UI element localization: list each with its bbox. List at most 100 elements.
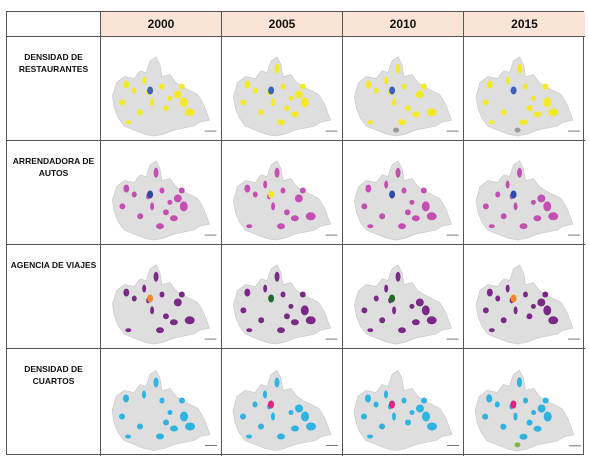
municipality-highlight [153,167,159,178]
map-restaurantes-2000 [101,37,222,141]
municipality-highlight [280,83,286,90]
header-corner [7,12,101,37]
municipality-highlight [533,425,542,432]
map-outline [353,370,453,451]
municipality-highlight [156,433,164,440]
municipality-highlight [274,377,280,388]
municipality-highlight [263,390,267,399]
municipality-highlight [543,411,552,422]
municipality-highlight [384,284,389,293]
state-map [475,56,580,137]
state-map [233,56,338,137]
municipality-highlight [426,108,437,117]
municipality-highlight [263,180,268,189]
municipality-accent [393,127,400,133]
municipality-highlight [401,397,407,404]
municipality-highlight [179,397,185,404]
municipality-highlight [244,184,251,193]
municipality-accent [389,400,395,409]
municipality-highlight [420,83,427,90]
municipality-highlight [246,328,253,333]
municipality-highlight [523,291,528,298]
municipality-highlight [240,307,247,314]
state-map [233,160,338,241]
municipality-highlight [519,119,528,126]
state-map [354,56,459,137]
municipality-highlight [156,327,164,334]
map-outline [475,160,574,241]
column-header-2005: 2005 [222,12,343,37]
row-label-restaurantes: DENSIDAD DE RESTAURANTES [7,37,101,141]
map-outline [474,369,575,452]
municipality-highlight [246,434,252,439]
map-autos-2000 [101,141,222,245]
municipality-highlight [401,187,407,194]
municipality-highlight [258,109,265,116]
state-map [353,370,459,451]
municipality-highlight [153,271,159,282]
municipality-highlight [526,419,533,426]
municipality-highlight [411,111,420,118]
map-autos-2015 [464,141,585,245]
municipality-highlight [530,303,536,309]
municipality-highlight [169,319,178,326]
municipality-highlight [500,423,507,430]
municipality-highlight [409,199,415,205]
municipality-highlight [123,394,129,403]
map-outline [233,56,331,137]
municipality-highlight [179,201,188,212]
state-map [232,370,338,451]
municipality-highlight [422,411,430,422]
municipality-highlight [516,377,522,388]
municipality-highlight [367,434,373,439]
state-map [474,369,581,452]
municipality-highlight [523,83,528,90]
map-outline [112,56,210,137]
municipality-highlight [153,377,159,388]
map-outline [354,160,452,241]
municipality-highlight [409,410,415,415]
municipality-highlight [482,99,489,106]
map-outline [475,56,574,137]
municipality-highlight [131,191,137,198]
municipality-highlight [125,434,131,439]
municipality-highlight [178,187,185,194]
municipality-highlight [537,404,546,413]
municipality-highlight [543,97,552,108]
municipality-highlight [163,419,169,426]
municipality-accent [268,86,275,95]
state-map [112,264,217,345]
municipality-highlight [290,319,299,326]
map-viajes-2005 [222,245,343,349]
municipality-highlight [299,187,306,194]
municipality-highlight [162,105,169,112]
municipality-highlight [169,215,178,222]
municipality-highlight [488,328,495,333]
municipality-highlight [519,223,528,230]
state-map [233,264,338,345]
municipality-highlight [401,83,407,90]
municipality-highlight [409,303,415,309]
municipality-highlight [421,305,430,316]
municipality-highlight [300,97,309,108]
municipality-highlight [119,413,125,420]
municipality-highlight [150,202,155,211]
municipality-highlight [398,327,406,334]
municipality-highlight [142,390,146,399]
municipality-highlight [513,306,518,315]
municipality-accent [389,294,396,303]
municipality-highlight [379,423,385,430]
row-label-viajes: AGENCIA DE VIAJES [7,245,101,349]
municipality-highlight [486,288,493,297]
municipality-accent [389,190,396,199]
municipality-highlight [123,184,130,193]
municipality-highlight [167,410,173,415]
map-viajes-2010 [343,245,464,349]
municipality-highlight [300,305,309,316]
municipality-highlight [415,90,424,99]
municipality-highlight [526,105,533,112]
municipality-highlight [384,180,389,189]
municipality-highlight [156,223,164,230]
municipality-highlight [505,180,510,189]
municipality-accent [510,294,517,303]
